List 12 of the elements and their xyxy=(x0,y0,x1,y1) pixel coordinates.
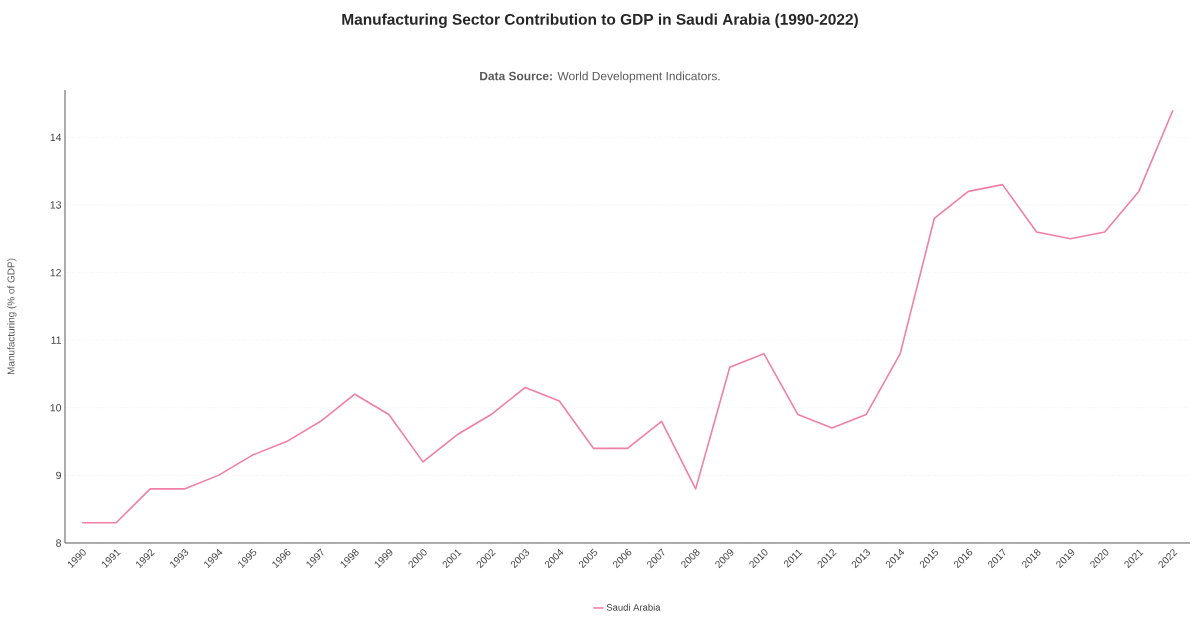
chart-title: Manufacturing Sector Contribution to GDP in Saudi Arabia (1990-2022) xyxy=(342,13,858,28)
legend-label: Saudi Arabia xyxy=(606,603,661,611)
y-tick-label: 11 xyxy=(51,336,61,344)
y-tick-label: 8 xyxy=(56,539,62,547)
y-tick-label: 10 xyxy=(50,404,62,412)
line-series xyxy=(81,109,1174,524)
y-tick-label: 12 xyxy=(50,268,61,277)
chart-subtitle: Data Source: World Development Indicators. xyxy=(480,71,720,83)
y-tick-label: 14 xyxy=(50,133,62,141)
y-axis-title: Manufacturing (% of GDP) xyxy=(7,258,17,375)
y-tick-label: 9 xyxy=(56,471,61,480)
y-tick-label: 13 xyxy=(50,201,62,209)
